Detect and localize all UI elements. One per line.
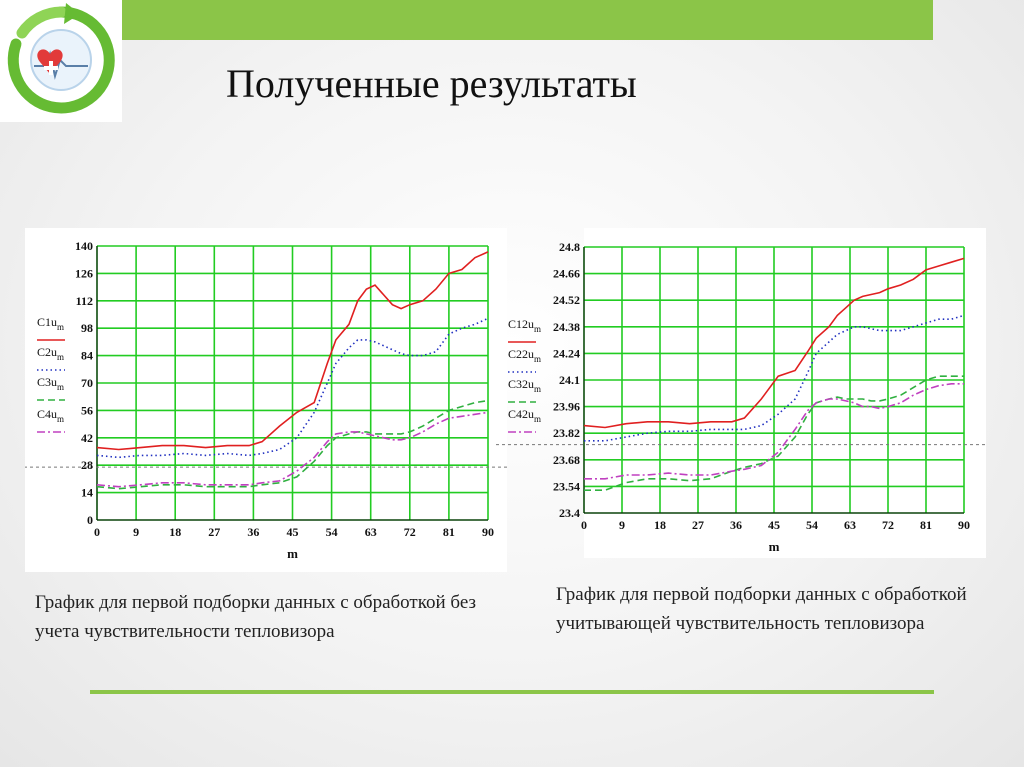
x-axis-label: m (287, 546, 298, 561)
plot-background (584, 228, 986, 573)
top-accent-bar (122, 0, 933, 40)
y-tick-label: 56 (81, 403, 93, 417)
x-tick-label: 54 (806, 518, 818, 532)
y-tick-label: 24.66 (553, 267, 580, 281)
legend-subscript: m (57, 414, 64, 424)
series-line-c12u (583, 257, 965, 429)
y-tick-label: 24.8 (559, 240, 580, 254)
y-tick-label: 23.96 (553, 400, 580, 414)
y-tick-label: 70 (81, 376, 93, 390)
chart-1: 0 9 18 27 36 45 54 63 72 81 90 0 14 28 42 56 70 84 98 112 12… (0, 239, 507, 561)
chart-panel-2: 0 9 18 27 36 45 54 63 72 81 90 23.4 23.54 23.68 23.82 2… (454, 228, 986, 573)
x-tick-label: 27 (692, 518, 704, 532)
y-tick-label: 84 (81, 349, 93, 363)
slide-title: Полученные результаты (226, 61, 637, 106)
legend-subscript: m (534, 384, 541, 394)
y-tick-label: 112 (76, 294, 93, 308)
legend-label: C1um (37, 315, 64, 332)
legend-subscript: m (57, 382, 64, 392)
x-tick-label: 90 (958, 518, 970, 532)
grid (96, 245, 489, 521)
legend-label: C12um (508, 317, 541, 334)
x-tick-label: 9 (133, 525, 139, 539)
x-tick-label: 81 (443, 525, 455, 539)
x-tick-label: 0 (94, 525, 100, 539)
x-tick-label: 9 (619, 518, 625, 532)
legend-label: C3um (37, 375, 64, 392)
x-tick-label: 18 (654, 518, 666, 532)
legend-subscript: m (534, 324, 541, 334)
x-tick-label: 0 (581, 518, 587, 532)
bottom-accent-line (90, 690, 934, 694)
y-tick-label: 24.52 (553, 293, 580, 307)
legend-subscript: m (534, 414, 541, 424)
series-line-c22u (584, 314, 965, 442)
legend-label: C42um (508, 407, 541, 424)
y-tick-label: 23.68 (553, 453, 580, 467)
y-tick-label: 24.24 (553, 346, 580, 360)
x-tick-label: 27 (208, 525, 220, 539)
x-tick-label: 18 (169, 525, 181, 539)
x-tick-label: 63 (844, 518, 856, 532)
caption-chart-1: График для первой подборки данных с обра… (35, 592, 477, 642)
legend-label: C32um (508, 377, 541, 394)
series-line-c1u (96, 251, 489, 451)
y-tick-label: 42 (81, 431, 93, 445)
caption-chart-2: График для первой подборки данных с обра… (556, 584, 967, 634)
x-tick-label: 36 (730, 518, 742, 532)
legend-subscript: m (57, 322, 64, 332)
legend-label: C2um (37, 345, 64, 362)
y-tick-label: 14 (81, 486, 93, 500)
heart-cardiogram-recycle-icon (7, 3, 115, 114)
y-tick-label: 98 (81, 321, 93, 335)
x-tick-label: 45 (287, 525, 299, 539)
x-tick-label: 36 (247, 525, 259, 539)
legend-label: C22um (508, 347, 541, 364)
series-line-c42u (584, 383, 964, 480)
series-line-c4u (96, 411, 489, 488)
x-tick-label: 90 (482, 525, 494, 539)
y-tick-label: 126 (75, 266, 93, 280)
y-tick-label: 24.1 (559, 373, 580, 387)
x-tick-label: 45 (768, 518, 780, 532)
chart-2: 0 9 18 27 36 45 54 63 72 81 90 23.4 23.54 23.68 23.82 2… (454, 228, 986, 573)
x-tick-label: 54 (326, 525, 338, 539)
y-tick-label: 140 (75, 239, 93, 253)
x-tick-label: 81 (920, 518, 932, 532)
chart-panel-1: 0 9 18 27 36 45 54 63 72 81 90 0 14 28 42 56 70 84 98 112 12… (0, 228, 507, 572)
series-line-c3u (96, 399, 489, 490)
x-tick-label: 63 (365, 525, 377, 539)
y-tick-label: 0 (87, 513, 93, 527)
x-tick-label: 72 (882, 518, 894, 532)
y-tick-label: 23.4 (559, 506, 580, 520)
y-tick-label: 28 (81, 458, 93, 472)
y-tick-label: 24.38 (553, 320, 580, 334)
x-axis-label: m (769, 539, 780, 554)
logo (0, 0, 122, 122)
legend-subscript: m (534, 354, 541, 364)
legend-label: C4um (37, 407, 64, 424)
legend-subscript: m (57, 352, 64, 362)
y-tick-label: 23.82 (553, 426, 580, 440)
x-tick-label: 72 (404, 525, 416, 539)
y-tick-label: 23.54 (553, 479, 580, 493)
